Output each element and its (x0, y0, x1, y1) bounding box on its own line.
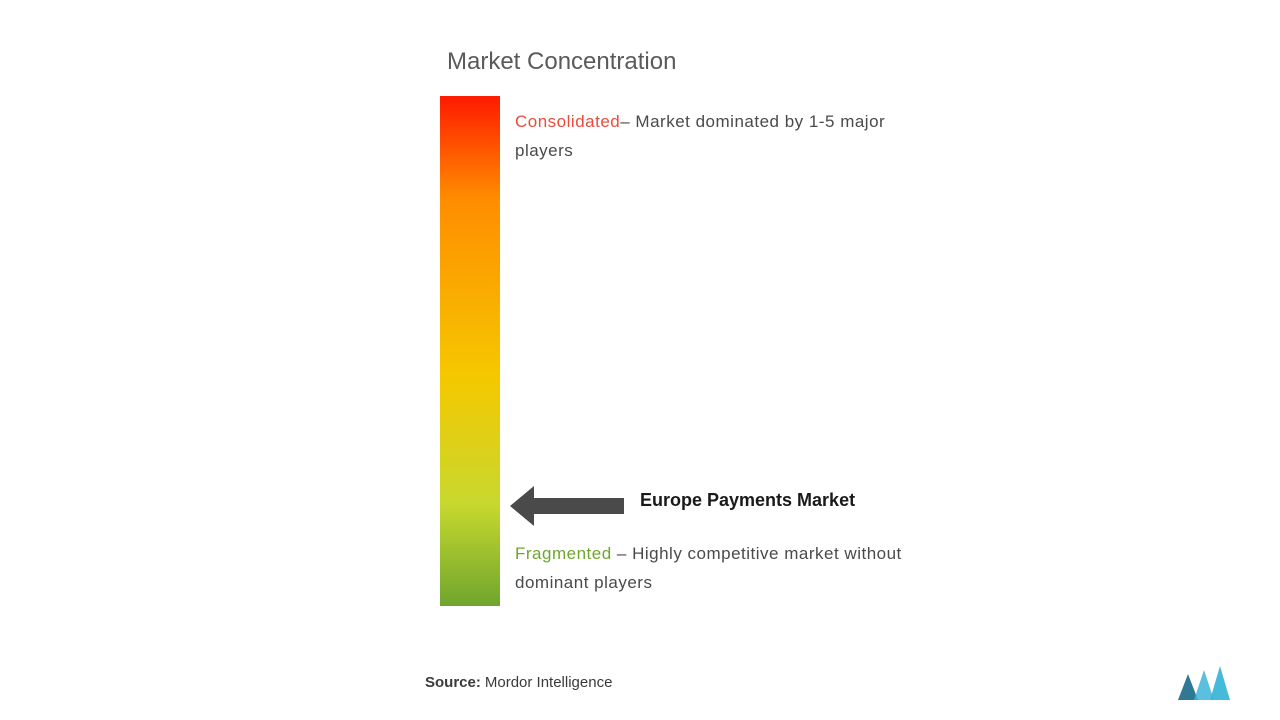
fragmented-label-block: Fragmented – Highly competitive market w… (515, 540, 975, 598)
marker-arrow (510, 486, 624, 526)
marker-label: Europe Payments Market (640, 490, 855, 511)
brand-logo-icon (1178, 666, 1234, 700)
logo-shape-2 (1194, 670, 1214, 700)
logo-shape-3 (1210, 666, 1230, 700)
logo-shape-1 (1178, 674, 1198, 700)
arrow-head-icon (510, 486, 534, 526)
source-line: Source: Mordor Intelligence (425, 674, 612, 691)
chart-title: Market Concentration (447, 48, 676, 76)
arrow-shaft (534, 498, 624, 514)
fragmented-key: Fragmented (515, 544, 612, 563)
source-key: Source: (425, 674, 481, 691)
consolidated-key: Consolidated (515, 112, 620, 131)
consolidated-label-block: Consolidated– Market dominated by 1-5 ma… (515, 108, 945, 166)
source-value: Mordor Intelligence (485, 674, 613, 691)
concentration-gradient-bar (440, 96, 500, 606)
